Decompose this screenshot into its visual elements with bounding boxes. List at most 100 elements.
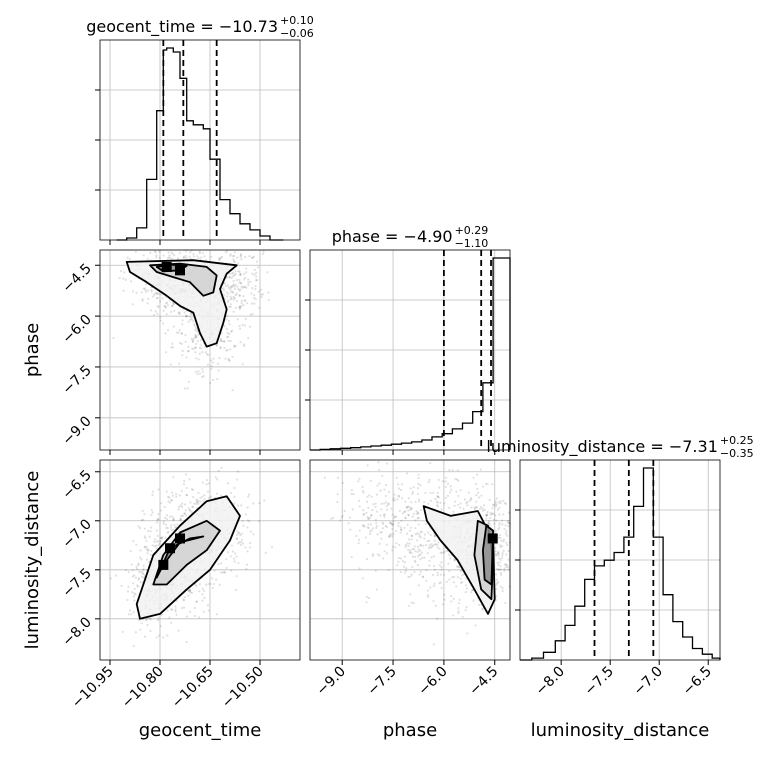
scatter-point [419,484,422,487]
scatter-point [475,493,478,497]
scatter-point [227,359,230,362]
scatter-point [459,506,462,509]
scatter-point [414,500,417,504]
scatter-point [180,342,183,345]
scatter-point [203,255,206,258]
scatter-point [155,256,158,259]
scatter-point [457,607,460,610]
scatter-point [394,529,398,533]
panel-luminosity_distance-phase [310,460,510,660]
scatter-point [367,596,370,600]
scatter-point [416,564,419,567]
scatter-point [499,536,502,539]
scatter-point [227,319,231,323]
scatter-point [426,589,430,592]
scatter-point [438,582,441,585]
scatter-point [185,486,188,490]
scatter-point [217,369,220,372]
scatter-point [238,305,242,308]
scatter-point [400,528,403,532]
scatter-point [192,338,195,341]
scatter-point [389,534,392,537]
scatter-point [141,572,144,575]
scatter-point [478,496,481,499]
scatter-point [416,555,420,558]
scatter-point [247,493,251,496]
scatter-point [193,323,196,326]
scatter-point [165,313,168,316]
scatter-point [267,291,270,294]
scatter-point [180,505,184,508]
scatter-point [120,584,123,588]
scatter-point [131,290,135,293]
scatter-point [439,581,442,584]
scatter-point [233,560,236,563]
scatter-point [375,493,379,496]
scatter-point [436,496,439,499]
scatter-point [461,615,464,619]
scatter-point [127,613,130,616]
scatter-point [198,590,201,593]
scatter-point [247,283,250,286]
scatter-point [150,549,153,553]
scatter-point [416,517,419,520]
scatter-point [496,561,499,564]
scatter-point [231,290,234,293]
scatter-point [448,570,451,573]
scatter-point [445,580,448,583]
scatter-point [182,606,186,609]
scatter-point [150,513,153,517]
scatter-point [188,589,191,592]
scatter-point [164,305,167,308]
scatter-point [223,340,226,343]
scatter-point [392,532,395,535]
x-tick-label-luminosity_distance: −6.5 [680,664,715,699]
scatter-point [201,481,204,484]
scatter-point [498,544,501,547]
scatter-point [237,542,240,545]
scatter-point [361,485,364,489]
scatter-point [387,503,390,506]
scatter-point [245,286,248,289]
scatter-point [135,565,138,568]
scatter-point [131,591,134,594]
scatter-point [140,291,143,294]
scatter-point [433,535,437,538]
scatter-point [367,523,370,526]
scatter-point [404,517,408,520]
scatter-point [139,549,142,552]
scatter-point [454,500,457,503]
scatter-point [220,287,224,290]
scatter-point [495,583,498,586]
scatter-point [109,577,112,580]
scatter-point [399,570,402,574]
scatter-point [183,596,186,599]
scatter-point [451,576,454,579]
scatter-point [197,502,200,505]
scatter-point [141,298,144,301]
scatter-point [421,575,424,578]
scatter-point [358,505,361,508]
scatter-point [148,617,151,620]
scatter-point [482,485,485,488]
scatter-point [447,562,450,565]
scatter-point [181,353,184,357]
scatter-point [407,505,410,508]
scatter-point [215,344,218,347]
scatter-point [155,540,158,543]
scatter-point [250,292,253,295]
scatter-point [425,568,428,572]
scatter-point [267,298,270,302]
scatter-point [156,297,159,300]
scatter-point [207,353,210,356]
scatter-point [166,634,169,637]
scatter-point [168,254,171,257]
scatter-point [393,493,396,496]
scatter-point [364,536,367,539]
scatter-point [205,479,209,482]
scatter-point [137,578,140,581]
scatter-point [429,462,432,465]
scatter-point [175,495,178,498]
scatter-point [129,550,132,553]
scatter-point [501,587,504,590]
